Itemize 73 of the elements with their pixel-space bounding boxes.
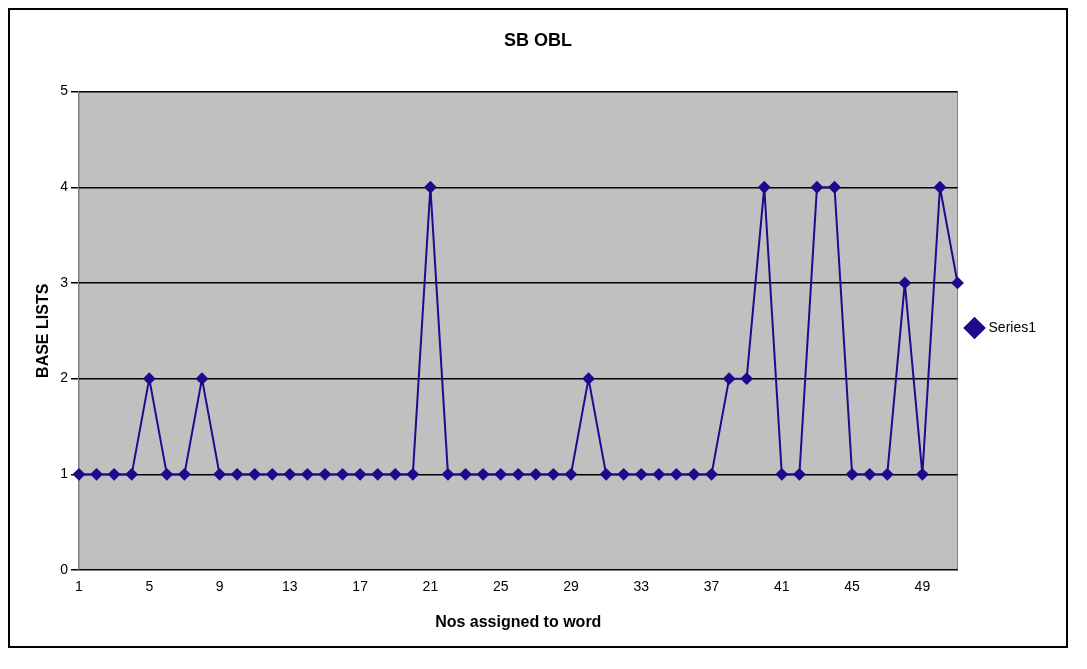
x-tick-label: 37: [703, 578, 720, 595]
x-tick-label: 5: [145, 578, 154, 595]
point: [213, 468, 226, 481]
y-tick-label: 0: [60, 560, 69, 577]
x-tick-label: 17: [352, 578, 369, 595]
point: [740, 372, 753, 385]
y-tick-label: 2: [60, 369, 69, 386]
x-tick-label: 1: [75, 578, 84, 595]
point: [125, 468, 138, 481]
point: [617, 468, 630, 481]
point: [248, 468, 261, 481]
x-tick-label: 25: [492, 578, 509, 595]
x-tick-label: 29: [563, 578, 579, 595]
point: [195, 372, 208, 385]
point: [898, 276, 911, 289]
point: [424, 181, 437, 194]
point: [459, 468, 472, 481]
point: [933, 181, 946, 194]
point: [547, 468, 560, 481]
point: [389, 468, 402, 481]
y-tick-label: 5: [60, 82, 69, 99]
y-axis-title: BASE LISTS: [34, 283, 52, 378]
y-tick-label: 4: [60, 178, 69, 195]
point: [600, 468, 613, 481]
point: [652, 468, 665, 481]
point: [143, 372, 156, 385]
point: [916, 468, 929, 481]
x-tick-label: 13: [282, 578, 298, 595]
point: [336, 468, 349, 481]
point: [793, 468, 806, 481]
point: [301, 468, 314, 481]
point: [441, 468, 454, 481]
point: [881, 468, 894, 481]
point: [670, 468, 683, 481]
point: [635, 468, 648, 481]
legend-label: Series1: [988, 318, 1037, 335]
point: [477, 468, 490, 481]
point: [687, 468, 700, 481]
x-tick-label: 41: [774, 578, 790, 595]
point: [178, 468, 191, 481]
point: [108, 468, 121, 481]
x-tick-label: 21: [422, 578, 439, 595]
point: [828, 181, 841, 194]
point: [318, 468, 331, 481]
chart-title: SB OBL: [503, 29, 573, 50]
x-tick-label: 9: [215, 578, 224, 595]
point: [810, 181, 823, 194]
x-tick-label: 49: [914, 578, 931, 595]
point: [723, 372, 736, 385]
point: [564, 468, 577, 481]
point: [160, 468, 173, 481]
point: [846, 468, 859, 481]
point: [758, 181, 771, 194]
point: [582, 372, 595, 385]
x-axis-title: Nos assigned to word: [435, 612, 602, 630]
point: [371, 468, 384, 481]
y-tick-label: 3: [60, 273, 69, 290]
point: [863, 468, 876, 481]
point: [231, 468, 244, 481]
x-tick-label: 33: [633, 578, 650, 595]
point: [406, 468, 419, 481]
y-tick-label: 1: [60, 465, 69, 482]
point: [494, 468, 507, 481]
point: [283, 468, 296, 481]
point: [951, 276, 964, 289]
point: [90, 468, 103, 481]
point: [529, 468, 542, 481]
x-tick-label: 45: [844, 578, 861, 595]
point: [512, 468, 525, 481]
point: [354, 468, 367, 481]
point: [266, 468, 279, 481]
point: [775, 468, 788, 481]
point: [705, 468, 718, 481]
